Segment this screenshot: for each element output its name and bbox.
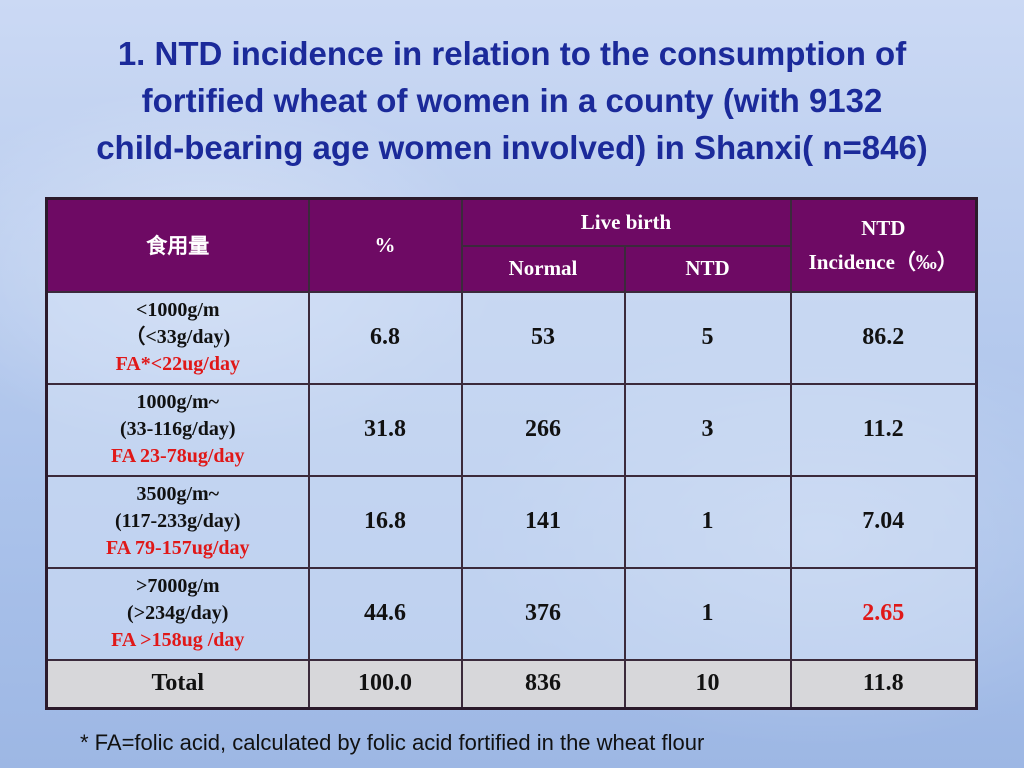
footnote: * FA=folic acid, calculated by folic aci… (80, 730, 705, 755)
folic-acid-text: FA 79-157ug/day (105, 537, 250, 559)
folic-acid-text: FA 23-78ug/day (110, 445, 245, 467)
folic-acid-text: FA >158ug /day (111, 629, 245, 651)
ntd-cell: 3 (623, 382, 792, 477)
normal-cell: 53 (460, 290, 626, 385)
ntd-cell: 1 (623, 474, 792, 569)
title-line-2: fortified wheat of women in a county (wi… (141, 82, 883, 119)
table-row: 1000g/m~ (33-116g/day) FA 23-78ug/day 31… (45, 382, 978, 477)
consumption-cell: >7000g/m (>234g/day) FA >158ug /day (45, 566, 310, 661)
consumption-cell: <1000g/m （<33g/day) FA*<22ug/day (45, 290, 310, 385)
amount-text: >7000g/m (135, 575, 220, 597)
table-row: >7000g/m (>234g/day) FA >158ug /day 44.6… (45, 566, 978, 661)
header-incidence-line-1: NTD (861, 216, 906, 241)
header-consumption: 食用量 (45, 197, 310, 293)
normal-cell: 266 (460, 382, 626, 477)
total-incidence: 11.8 (789, 658, 978, 709)
table-row: <1000g/m （<33g/day) FA*<22ug/day 6.8 53 … (45, 290, 978, 385)
percent-cell: 31.8 (307, 382, 463, 477)
daily-text: (117-233g/day) (114, 510, 241, 532)
header-live-birth: Live birth (460, 197, 792, 247)
header-percent: % (307, 197, 463, 293)
table-row: 3500g/m~ (117-233g/day) FA 79-157ug/day … (45, 474, 978, 569)
daily-text: (33-116g/day) (119, 418, 236, 440)
total-label: Total (45, 658, 310, 709)
title-line-1: 1. NTD incidence in relation to the cons… (117, 35, 907, 72)
header-normal: Normal (460, 244, 626, 293)
percent-cell: 16.8 (307, 474, 463, 569)
incidence-cell-highlighted: 2.65 (789, 566, 978, 661)
folic-acid-text: FA*<22ug/day (115, 353, 240, 375)
amount-text: 1000g/m~ (136, 391, 220, 413)
title-line-3: child-bearing age women involved) in Sha… (96, 129, 928, 166)
consumption-cell: 1000g/m~ (33-116g/day) FA 23-78ug/day (45, 382, 310, 477)
header-ntd: NTD (623, 244, 792, 293)
percent-cell: 6.8 (307, 290, 463, 385)
incidence-cell: 86.2 (789, 290, 978, 385)
total-row: Total 100.0 836 10 11.8 (45, 658, 978, 709)
total-ntd: 10 (623, 658, 792, 709)
incidence-cell: 7.04 (789, 474, 978, 569)
amount-text: 3500g/m~ (136, 483, 220, 505)
normal-cell: 376 (460, 566, 626, 661)
normal-cell: 141 (460, 474, 626, 569)
consumption-cell: 3500g/m~ (117-233g/day) FA 79-157ug/day (45, 474, 310, 569)
amount-text: <1000g/m (135, 299, 220, 321)
ntd-cell: 1 (623, 566, 792, 661)
incidence-cell: 11.2 (789, 382, 978, 477)
daily-text: (>234g/day) (127, 602, 229, 624)
header-incidence-line-2: Incidence（‰） (808, 250, 958, 275)
ntd-cell: 5 (623, 290, 792, 385)
slide-title: 1. NTD incidence in relation to the cons… (0, 30, 1024, 171)
daily-text: （<33g/day) (125, 326, 231, 348)
header-incidence: NTD Incidence（‰） (789, 197, 978, 293)
total-percent: 100.0 (307, 658, 463, 709)
percent-cell: 44.6 (307, 566, 463, 661)
total-normal: 836 (460, 658, 626, 709)
ntd-incidence-table: 食用量 % Live birth NTD Incidence（‰） Normal… (45, 197, 979, 710)
